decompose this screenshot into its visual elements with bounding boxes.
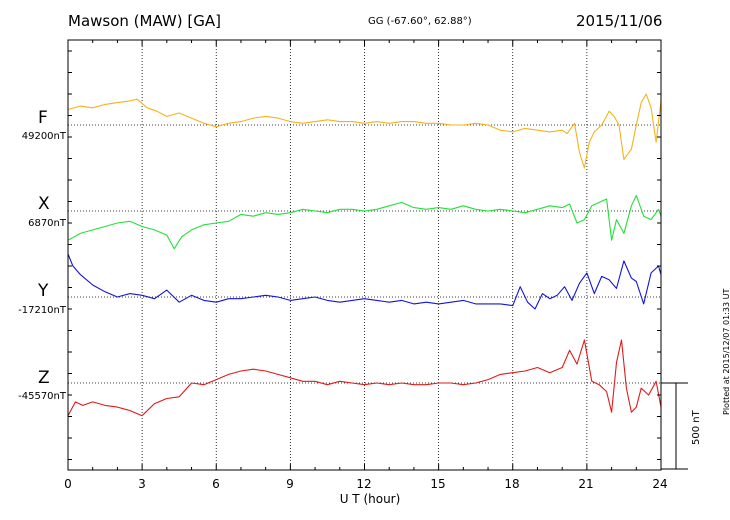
x-tick-label: 21 [578, 477, 594, 491]
component-baseline-y: -17210nT [18, 305, 66, 316]
axis-ticks [67, 40, 662, 470]
scale-bar [661, 382, 688, 470]
x-tick-label: 6 [212, 477, 220, 491]
plot-frame [67, 39, 662, 471]
x-tick-label: 12 [356, 477, 372, 491]
component-letter-x: X [38, 194, 50, 214]
x-tick-label: 15 [430, 477, 446, 491]
x-tick-label: 18 [504, 477, 520, 491]
station-title: Mawson (MAW) [GA] [68, 12, 221, 30]
component-letter-y: Y [38, 281, 49, 301]
series-line-z [67, 339, 662, 417]
x-tick-label: 3 [138, 477, 146, 491]
component-letter-f: F [38, 108, 48, 128]
component-letter-z: Z [38, 368, 50, 388]
plotted-timestamp: Plotted at 2015/12/07 01:33 UT [722, 288, 730, 415]
geographic-coordinates: GG (-67.60°, 62.88°) [368, 16, 472, 27]
traces [67, 93, 662, 417]
component-baseline-x: 6870nT [28, 218, 66, 229]
series-line-x [67, 194, 662, 250]
grid-lines [68, 40, 661, 470]
x-axis-label: U T (hour) [339, 492, 401, 506]
x-tick-label: 0 [64, 477, 72, 491]
series-line-y [67, 253, 662, 310]
chart-date: 2015/11/06 [576, 12, 663, 30]
component-baseline-f: 49200nT [21, 131, 66, 142]
x-tick-label: 9 [286, 477, 294, 491]
x-tick-label: 24 [652, 477, 668, 491]
series-line-f [67, 93, 662, 169]
scale-bar-label: 500 nT [691, 410, 702, 445]
component-baseline-z: -45570nT [18, 391, 66, 402]
